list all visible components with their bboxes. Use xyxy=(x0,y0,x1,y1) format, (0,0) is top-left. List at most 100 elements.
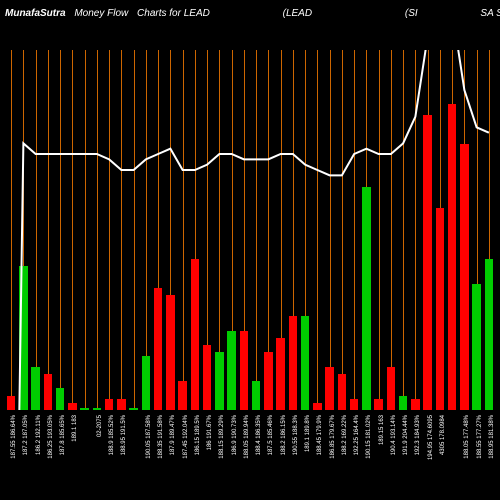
bar-down xyxy=(264,352,273,410)
bar-up xyxy=(19,266,28,410)
bar-slot xyxy=(164,50,176,410)
x-label-slot: 186.85 179.67% xyxy=(324,415,336,500)
bar-down xyxy=(448,104,457,410)
title-suffix: SA S xyxy=(480,8,500,19)
bar-slot xyxy=(17,50,29,410)
bar-slot xyxy=(471,50,483,410)
bar-up xyxy=(301,316,310,410)
x-label-slot: 187.55 186.64% xyxy=(5,415,17,500)
bar-slot xyxy=(373,50,385,410)
x-label-slot: 187.9 189.47% xyxy=(164,415,176,500)
bar-down xyxy=(289,316,298,410)
x-label-slot xyxy=(446,415,458,500)
bar-down xyxy=(387,367,396,410)
x-label: 187.9 189.47% xyxy=(170,415,176,455)
x-label-slot: 188.05 189.94% xyxy=(238,415,250,500)
x-label-slot: 188.15 189.29% xyxy=(213,415,225,500)
bar-up xyxy=(129,408,138,410)
bar-up xyxy=(472,284,481,410)
chart-area xyxy=(5,50,495,410)
bar-down xyxy=(374,399,383,410)
bar-slot xyxy=(409,50,421,410)
x-label: 187.45 192.04% xyxy=(183,415,189,459)
bar-down xyxy=(325,367,334,410)
bar-slot xyxy=(287,50,299,410)
bar-slot xyxy=(397,50,409,410)
x-label: 186.2 192.11% xyxy=(36,415,42,455)
bar-down xyxy=(191,259,200,410)
x-label: 190.4 193.14% xyxy=(391,415,397,455)
x-label: 188.05 177.48% xyxy=(464,415,470,459)
x-label-slot: 190.05 187.58% xyxy=(140,415,152,500)
bar-slot xyxy=(348,50,360,410)
x-label: 188.05 189.94% xyxy=(244,415,250,459)
bar-slot xyxy=(324,50,336,410)
x-label-slot: 188.2 169.22% xyxy=(336,415,348,500)
bar-up xyxy=(93,408,102,410)
bar-slot xyxy=(189,50,201,410)
x-label: 191.9 204.44% xyxy=(403,415,409,455)
bar-slot xyxy=(201,50,213,410)
x-label-slot: 189.1 189.8% xyxy=(299,415,311,500)
x-label-slot: 194.95 174.6095 xyxy=(422,415,434,500)
x-label-slot: 190.4 193.14% xyxy=(385,415,397,500)
bars-container xyxy=(5,50,495,410)
bar-down xyxy=(166,295,175,410)
bar-down xyxy=(68,403,77,410)
bar-slot xyxy=(177,50,189,410)
bar-slot xyxy=(262,50,274,410)
x-label: 02-2075 xyxy=(97,415,103,437)
bar-up xyxy=(80,408,89,410)
x-label: 189.1 183 xyxy=(72,415,78,442)
x-label-slot: 190.15 181.02% xyxy=(360,415,372,500)
bar-up xyxy=(142,356,151,410)
x-label-slot: 188.55 177.27% xyxy=(471,415,483,500)
bar-down xyxy=(105,399,114,410)
brand: MunafaSutra xyxy=(5,8,66,19)
bar-down xyxy=(313,403,322,410)
title-tag1: (LEAD xyxy=(283,8,312,19)
bar-slot xyxy=(446,50,458,410)
bar-slot xyxy=(434,50,446,410)
bar-down xyxy=(44,374,53,410)
x-label: 188.45 179.9% xyxy=(317,415,323,455)
bar-slot xyxy=(30,50,42,410)
x-label-slot: 192.25 164.4% xyxy=(348,415,360,500)
bar-down xyxy=(338,374,347,410)
x-label: 188.2 169.22% xyxy=(342,415,348,455)
x-label-slot: 188.35 191.58% xyxy=(152,415,164,500)
x-label: 188.9 185.52% xyxy=(109,415,115,455)
bar-down xyxy=(7,396,16,410)
bar-up xyxy=(399,396,408,410)
bar-slot xyxy=(103,50,115,410)
x-label: 186 191.67% xyxy=(207,415,213,450)
bar-slot xyxy=(250,50,262,410)
bar-slot xyxy=(483,50,495,410)
x-label: 186.15 189.5% xyxy=(195,415,201,455)
x-label: 192.25 164.4% xyxy=(354,415,360,455)
x-label: 190.55 188.3% xyxy=(293,415,299,455)
x-label: 186.85 179.67% xyxy=(330,415,336,459)
bar-slot xyxy=(91,50,103,410)
bar-down xyxy=(203,345,212,410)
bar-slot xyxy=(152,50,164,410)
x-label: 189.1 189.8% xyxy=(305,415,311,452)
bar-slot xyxy=(5,50,17,410)
x-label: 189.15 163 xyxy=(379,415,385,445)
x-label-slot: 186.15 189.5% xyxy=(189,415,201,500)
x-label-slot: 186.2 192.11% xyxy=(30,415,42,500)
bar-up xyxy=(31,367,40,410)
x-label: 188.2 186.15% xyxy=(281,415,287,455)
x-label: 186.9 190.73% xyxy=(232,415,238,455)
x-label: 187.2 187.05% xyxy=(23,415,29,455)
bar-slot xyxy=(238,50,250,410)
x-label: 188.15 189.29% xyxy=(219,415,225,459)
x-label-slot: 188.05 177.48% xyxy=(458,415,470,500)
x-label: 194.95 174.6095 xyxy=(428,415,434,460)
bar-slot xyxy=(299,50,311,410)
bar-up xyxy=(252,381,261,410)
bar-slot xyxy=(336,50,348,410)
x-label-slot: 188.2 186.15% xyxy=(275,415,287,500)
x-label-slot: 187.45 192.04% xyxy=(177,415,189,500)
title-tag2: (SI xyxy=(405,8,418,19)
